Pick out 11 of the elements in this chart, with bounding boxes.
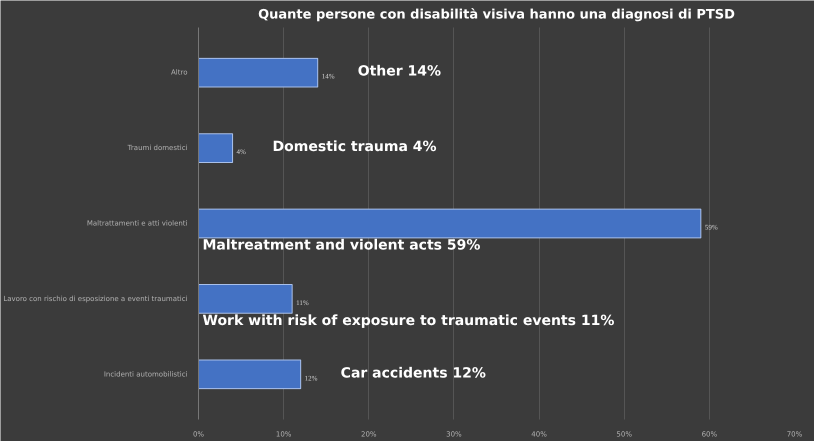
chart-title: Quante persone con disabilità visiva hanno una diagnosi di PTSD <box>258 8 736 22</box>
annotation: Maltreatment and violent acts 59% <box>202 238 480 254</box>
annotation: Other 14% <box>358 64 442 80</box>
bar <box>198 133 234 163</box>
bar <box>198 58 318 88</box>
annotation: Domestic trauma 4% <box>272 139 437 156</box>
annotation: Car accidents 12% <box>340 365 486 382</box>
bar <box>198 359 302 390</box>
bar <box>198 284 293 314</box>
annotation: Work with risk of exposure to traumatic events 11% <box>202 312 614 329</box>
bar <box>198 208 702 238</box>
